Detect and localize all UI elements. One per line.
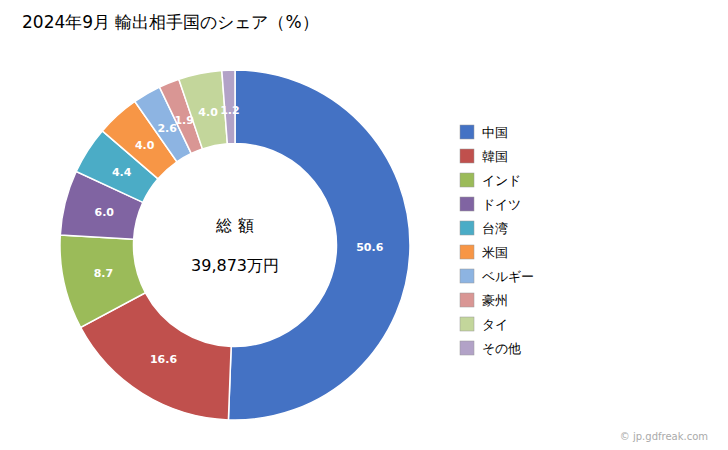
slice (228, 70, 410, 420)
plot: 50.616.68.76.04.44.02.61.94.01.2総 額39,87… (60, 70, 410, 420)
center-text: 39,873万円 (191, 256, 279, 275)
legend-item: 米国 (460, 245, 508, 260)
legend-swatch (460, 221, 474, 235)
legend-label: ドイツ (482, 197, 521, 212)
legend-item: 豪州 (460, 293, 508, 308)
legend-label: 台湾 (482, 221, 508, 236)
legend-label: 米国 (482, 245, 508, 260)
legend-swatch (460, 125, 474, 139)
legend-swatch (460, 293, 474, 307)
title: 2024年9月 輸出相手国のシェア（%） (22, 12, 319, 32)
legend-item: 台湾 (460, 221, 508, 236)
data-label: 4.0 (198, 106, 218, 119)
data-label: 6.0 (95, 206, 115, 219)
data-label: 4.0 (135, 139, 155, 152)
legend-item: インド (460, 173, 521, 188)
center-text: 総 額 (215, 216, 253, 235)
data-label: 8.7 (94, 267, 114, 280)
legend-label: タイ (482, 317, 508, 332)
data-label: 50.6 (356, 241, 383, 254)
legend-item: 中国 (460, 125, 508, 140)
legend-swatch (460, 197, 474, 211)
legend-swatch (460, 269, 474, 283)
data-label: 4.4 (112, 166, 132, 179)
legend-label: インド (482, 173, 521, 188)
legend-label: その他 (482, 341, 521, 356)
legend-item: ドイツ (460, 197, 521, 212)
legend-item: タイ (460, 317, 508, 332)
data-label: 1.9 (174, 114, 194, 127)
legend-label: 豪州 (482, 293, 508, 308)
data-label: 1.2 (220, 104, 240, 117)
chart: 2024年9月 輸出相手国のシェア（%） 50.6 16.6 8.7 6.0 4.4 4.0… (0, 0, 728, 450)
legend-item: その他 (460, 341, 521, 356)
legend-label: 中国 (482, 125, 508, 140)
legend-item: 韓国 (460, 149, 508, 164)
legend-swatch (460, 173, 474, 187)
legend-swatch (460, 245, 474, 259)
data-label: 16.6 (150, 353, 177, 366)
legend-item: ベルギー (460, 269, 534, 284)
legend-swatch (460, 317, 474, 331)
legend-label: ベルギー (482, 269, 534, 284)
slice (60, 235, 145, 327)
legend-swatch (460, 341, 474, 355)
legend: 中国韓国インドドイツ台湾米国ベルギー豪州タイその他 (460, 125, 534, 356)
annotation: © jp.gdfreak.com (620, 431, 708, 442)
legend-label: 韓国 (482, 149, 508, 164)
legend-swatch (460, 149, 474, 163)
